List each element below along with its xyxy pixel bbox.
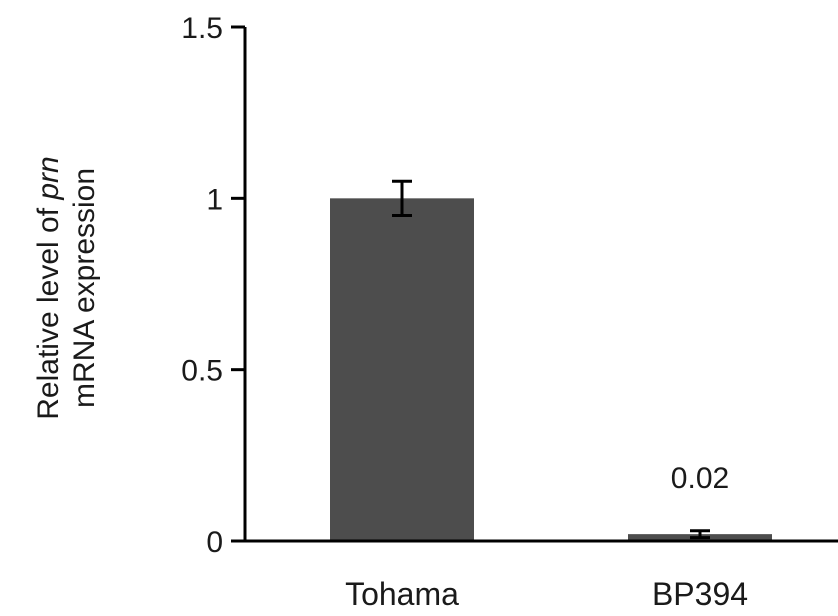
x-category-label: BP394: [652, 576, 748, 612]
y-axis-label-line-1: Relative level of prn: [32, 156, 65, 419]
y-tick-label: 1: [206, 183, 223, 216]
plot-area: 0 0.5 1 1.5 Tohama 0.02 BP394: [181, 12, 838, 612]
x-category-label: Tohama: [345, 576, 459, 612]
bar: [330, 198, 474, 542]
y-axis-label: Relative level of prn mRNA expression: [32, 156, 101, 419]
y-tick-label: 0: [206, 526, 223, 559]
y-tick-label: 0.5: [181, 355, 223, 388]
data-label: 0.02: [671, 462, 729, 495]
y-tick-label: 1.5: [181, 12, 223, 45]
y-axis-label-line-2: mRNA expression: [68, 168, 101, 408]
